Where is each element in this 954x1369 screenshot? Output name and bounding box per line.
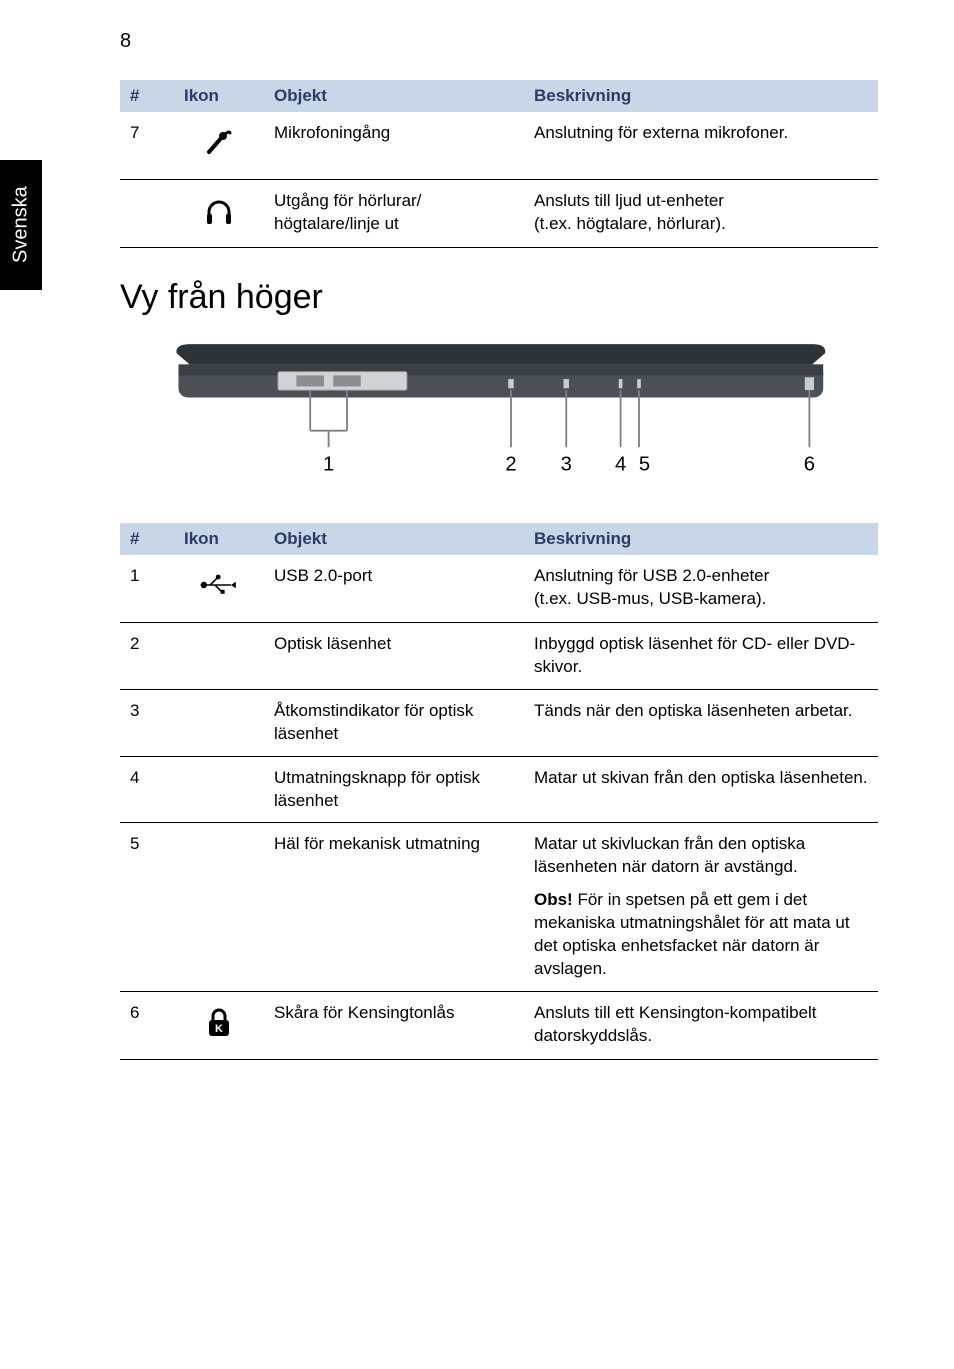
row-desc: Anslutning för externa mikrofoner. xyxy=(524,112,878,179)
row-obj: Åtkomstindikator för optisk läsenhet xyxy=(264,689,524,756)
row-obj: Skåra för Kensingtonlås xyxy=(264,992,524,1060)
table-row: 3 Åtkomstindikator för optisk läsenhet T… xyxy=(120,689,878,756)
language-tab: Svenska xyxy=(0,160,42,290)
ports-table-bottom: # Ikon Objekt Beskrivning 1 xyxy=(120,523,878,1060)
row-obj: Optisk läsenhet xyxy=(264,622,524,689)
table-row: 4 Utmatningsknapp för optisk läsenhet Ma… xyxy=(120,756,878,823)
row-desc: Ansluts till ett Kensington-kompatibelt … xyxy=(524,992,878,1060)
th-desc: Beskrivning xyxy=(524,80,878,112)
svg-text:K: K xyxy=(215,1023,223,1035)
row-desc: Inbyggd optisk läsenhet för CD- eller DV… xyxy=(524,622,878,689)
row-obj: Utgång för hörlurar/ högtalare/linje ut xyxy=(264,179,524,247)
obs-label: Obs! xyxy=(534,890,573,909)
th-obj: Objekt xyxy=(264,523,524,555)
diagram-label: 1 xyxy=(323,453,334,475)
ports-table-top: # Ikon Objekt Beskrivning 7 Mikrofoningå… xyxy=(120,80,878,248)
th-icon: Ikon xyxy=(174,523,264,555)
row-obj: USB 2.0-port xyxy=(264,555,524,622)
table-row: 5 Häl för mekanisk utmatning Matar ut sk… xyxy=(120,823,878,992)
th-desc: Beskrivning xyxy=(524,523,878,555)
diagram-label: 5 xyxy=(639,453,650,475)
desc-line: Matar ut skivluckan från den optiska läs… xyxy=(534,833,868,879)
lock-icon: K xyxy=(174,992,264,1060)
row-num: 2 xyxy=(120,622,174,689)
row-desc: Tänds när den optiska läsenheten arbetar… xyxy=(524,689,878,756)
diagram-label: 3 xyxy=(561,453,572,475)
row-obj: Utmatningsknapp för optisk läsenhet xyxy=(264,756,524,823)
row-obj: Mikrofoningång xyxy=(264,112,524,179)
page-number: 8 xyxy=(120,30,131,53)
table-row: 7 Mikrofoningång Anslutning för externa … xyxy=(120,112,878,179)
row-icon xyxy=(174,756,264,823)
section-title: Vy från höger xyxy=(120,278,878,317)
mic-icon xyxy=(174,112,264,179)
row-icon xyxy=(174,823,264,992)
table-row: 6 K Skåra för Kensingtonlås Ansluts till… xyxy=(120,992,878,1060)
table-row: Utgång för hörlurar/ högtalare/linje ut … xyxy=(120,179,878,247)
headphone-icon xyxy=(174,179,264,247)
row-num: 4 xyxy=(120,756,174,823)
th-num: # xyxy=(120,523,174,555)
diagram-label: 2 xyxy=(505,453,516,475)
th-icon: Ikon xyxy=(174,80,264,112)
row-num: 5 xyxy=(120,823,174,992)
diagram-label: 4 xyxy=(615,453,626,475)
usb-icon xyxy=(174,555,264,622)
row-num: 7 xyxy=(120,112,174,179)
row-desc: Matar ut skivluckan från den optiska läs… xyxy=(524,823,878,992)
row-desc: Ansluts till ljud ut-enheter (t.ex. högt… xyxy=(524,179,878,247)
row-obj: Häl för mekanisk utmatning xyxy=(264,823,524,992)
row-icon xyxy=(174,622,264,689)
diagram-label: 6 xyxy=(804,453,815,475)
desc-line-obs: Obs! För in spetsen på ett gem i det mek… xyxy=(534,889,868,981)
row-num: 3 xyxy=(120,689,174,756)
obs-text: För in spetsen på ett gem i det mekanisk… xyxy=(534,890,850,978)
row-desc: Matar ut skivan från den optiska läsenhe… xyxy=(524,756,878,823)
row-desc: Anslutning för USB 2.0-enheter (t.ex. US… xyxy=(524,555,878,622)
th-obj: Objekt xyxy=(264,80,524,112)
row-num: 1 xyxy=(120,555,174,622)
row-num: 6 xyxy=(120,992,174,1060)
row-num xyxy=(120,179,174,247)
table-row: 1 USB 2.0-port Anslutning för USB 2.0-en… xyxy=(120,555,878,622)
right-side-diagram: 1 2 3 4 5 6 xyxy=(120,335,878,495)
table-row: 2 Optisk läsenhet Inbyggd optisk läsenhe… xyxy=(120,622,878,689)
th-num: # xyxy=(120,80,174,112)
row-icon xyxy=(174,689,264,756)
